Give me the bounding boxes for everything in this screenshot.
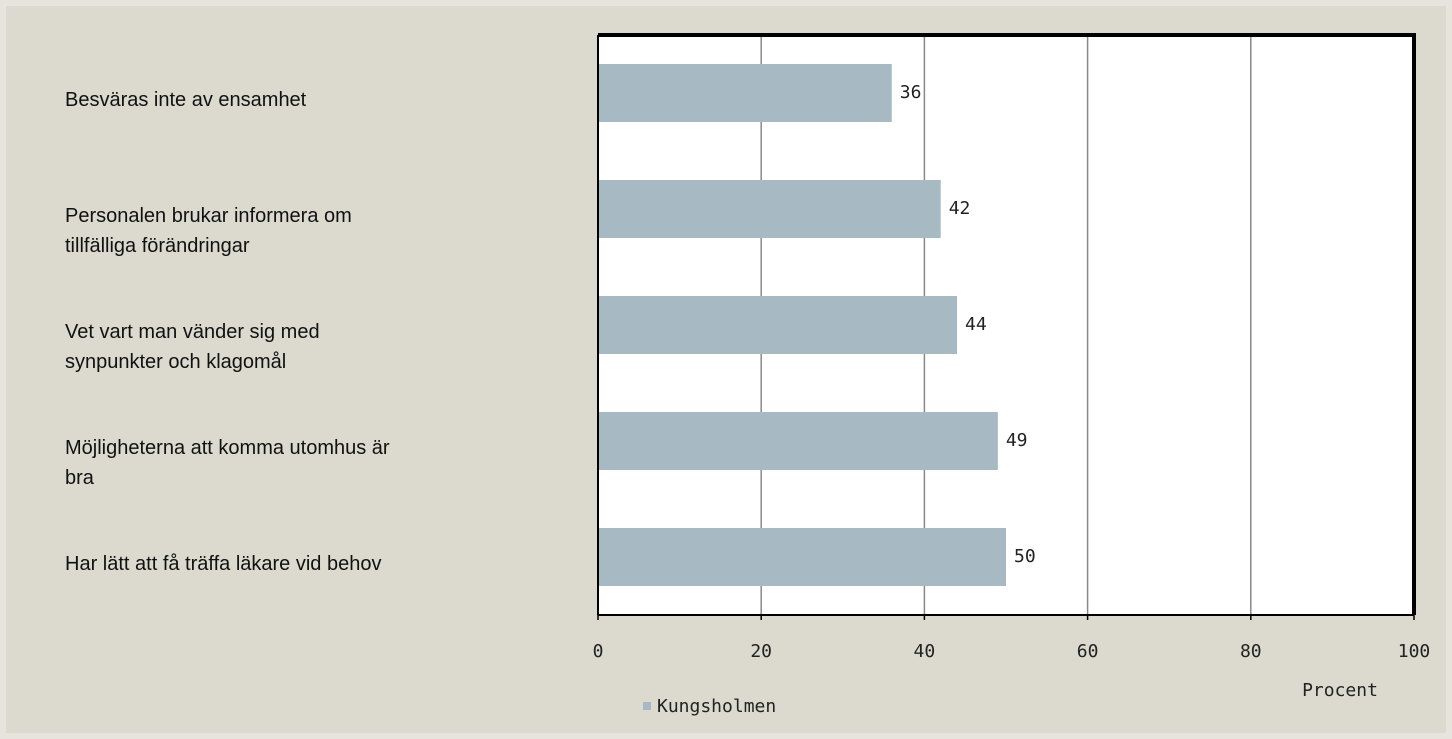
category-label: Möjligheterna att komma utomhus är bra	[65, 437, 390, 489]
bar	[598, 412, 998, 470]
x-tick-label: 60	[1077, 641, 1099, 662]
bar	[598, 296, 958, 354]
x-tick-label: 20	[750, 641, 772, 662]
value-label: 49	[1006, 430, 1028, 451]
value-label: 36	[900, 82, 922, 103]
x-tick-label: 100	[1398, 641, 1431, 662]
bar	[598, 64, 892, 122]
x-tick-label: 0	[593, 641, 604, 662]
x-tick-label: 40	[914, 641, 936, 662]
category-label: Har lätt att få träffa läkare vid behov	[65, 553, 382, 575]
category-label: Personalen brukar informera om tillfälli…	[65, 205, 352, 257]
bar	[598, 528, 1006, 586]
legend-swatch	[643, 702, 651, 710]
legend-label: Kungsholmen	[657, 696, 776, 717]
bar	[598, 180, 941, 238]
category-label: Vet vart man vänder sig med synpunkter o…	[65, 321, 320, 373]
x-tick-label: 80	[1240, 641, 1262, 662]
value-label: 50	[1014, 546, 1036, 567]
x-axis-label: Procent	[1302, 680, 1378, 701]
value-label: 42	[949, 198, 971, 219]
value-label: 44	[965, 314, 987, 335]
category-label: Besväras inte av ensamhet	[65, 89, 307, 111]
